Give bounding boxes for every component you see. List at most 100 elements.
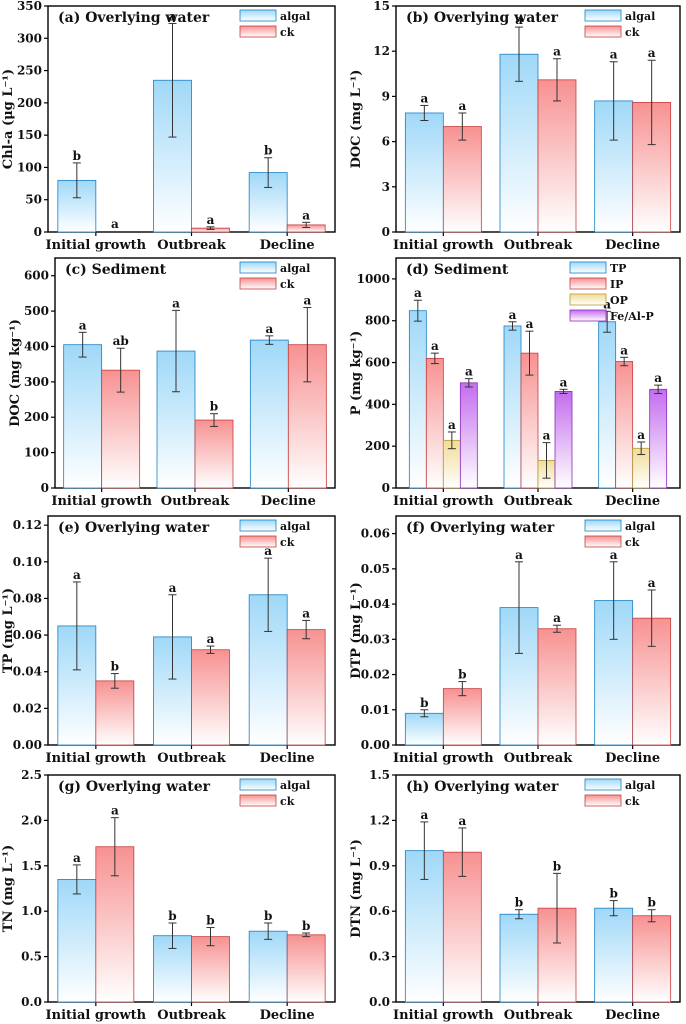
significance-label: b	[458, 668, 466, 682]
x-category-label: Decline	[605, 238, 660, 253]
significance-label: a	[560, 375, 568, 389]
y-tick-label: 0.12	[13, 518, 42, 532]
bar-algal-2	[499, 913, 539, 1003]
significance-label: a	[465, 365, 473, 379]
chart-title: (c) Sediment	[65, 262, 167, 278]
y-tick-label: 0.04	[361, 597, 390, 611]
y-tick-label: 200	[24, 410, 49, 424]
significance-label: a	[553, 45, 561, 59]
y-tick-label: 1.0	[21, 904, 42, 918]
y-tick-label: 2.0	[21, 813, 42, 827]
legend-swatch-op	[569, 293, 607, 306]
y-tick-label: 0.3	[369, 950, 390, 964]
x-category-label: Initial growth	[393, 494, 494, 509]
significance-label: b	[420, 696, 428, 710]
legend-label: algal	[280, 262, 310, 275]
significance-label: a	[169, 9, 177, 23]
x-category-label: Outbreak	[504, 238, 573, 253]
legend-swatch-algal	[239, 9, 277, 22]
bar-tp-3	[598, 321, 617, 489]
bar-tp-1	[408, 310, 427, 489]
y-tick-label: 3	[382, 180, 390, 194]
y-tick-label: 350	[17, 0, 42, 13]
significance-label: a	[169, 581, 177, 595]
chart-title: (e) Overlying water	[58, 520, 210, 536]
significance-label: a	[207, 213, 215, 227]
y-tick-label: 0	[382, 481, 390, 495]
legend-swatch-ip	[569, 277, 607, 290]
y-axis-label: TN (mg L⁻¹)	[1, 845, 16, 932]
legend-label: ck	[625, 536, 640, 549]
legend-swatch-ck	[584, 25, 622, 38]
y-tick-label: 400	[365, 397, 390, 411]
bar-ck-2	[194, 419, 234, 489]
significance-label: a	[603, 297, 611, 311]
x-category-label: Initial growth	[393, 238, 494, 253]
x-category-label: Decline	[605, 494, 660, 509]
y-tick-label: 100	[24, 446, 49, 460]
x-category-label: Decline	[260, 751, 315, 766]
bar-ck-3	[632, 915, 672, 1003]
y-tick-label: 0	[41, 481, 49, 495]
bar-algal-3	[594, 907, 634, 1003]
y-axis-label: TP (mg L⁻¹)	[1, 588, 16, 673]
legend-label: Fe/Al-P	[610, 310, 654, 323]
significance-label: b	[111, 660, 119, 674]
significance-label: a	[302, 208, 310, 222]
chart-panel-6: (f) Overlying water 0.00 0.01 0.02 0.03 0.04 0…	[349, 515, 681, 766]
chart-title: (h) Overlying water	[406, 779, 559, 795]
bar-algal-1	[404, 712, 444, 746]
chart-title: (b) Overlying water	[406, 10, 559, 26]
legend-label: algal	[625, 10, 655, 23]
x-category-label: Initial growth	[393, 1008, 494, 1023]
legend-label: algal	[625, 520, 655, 533]
y-tick-label: 150	[17, 128, 42, 142]
significance-label: a	[79, 318, 87, 332]
x-category-label: Initial growth	[51, 494, 152, 509]
y-tick-label: 100	[17, 160, 42, 174]
legend-label: IP	[610, 278, 623, 291]
bar-ck-1	[95, 680, 135, 746]
y-tick-label: 0.05	[361, 562, 390, 576]
legend-swatch-algal	[239, 519, 277, 532]
chart-panel-8: (h) Overlying water 0.0 0.3 0.6 0.9 1.2 1.5 DTN…	[349, 768, 681, 1023]
significance-label: a	[509, 308, 517, 322]
y-tick-label: 0.5	[21, 950, 42, 964]
significance-label: a	[654, 371, 662, 385]
y-tick-label: 0.02	[361, 668, 390, 682]
bar-ck-3	[286, 629, 326, 746]
y-tick-label: 0	[382, 225, 390, 239]
y-tick-label: 0.0	[21, 995, 42, 1009]
significance-label: b	[73, 149, 81, 163]
y-tick-label: 2.5	[21, 768, 42, 782]
y-tick-label: 0.08	[13, 591, 42, 605]
chart-title: (a) Overlying water	[58, 10, 210, 26]
x-category-label: Decline	[605, 751, 660, 766]
y-tick-label: 0.02	[13, 701, 42, 715]
significance-label: a	[420, 91, 428, 105]
significance-label: a	[637, 428, 645, 442]
significance-label: a	[458, 99, 466, 113]
bar-fealp-2	[554, 390, 573, 489]
bar-algal-2	[153, 79, 192, 233]
bar-algal-1	[404, 112, 444, 233]
y-tick-label: 50	[25, 193, 42, 207]
legend-swatch-ck	[584, 794, 622, 807]
significance-label: b	[210, 400, 218, 414]
y-tick-label: 0.00	[13, 738, 42, 752]
significance-label: a	[264, 544, 272, 558]
y-tick-label: 0.01	[361, 703, 390, 717]
y-tick-label: 0.00	[361, 738, 390, 752]
bar-algal-2	[499, 53, 539, 233]
y-tick-label: 500	[24, 304, 49, 318]
legend-label: ck	[625, 26, 640, 39]
bar-algal-1	[57, 879, 97, 1003]
significance-label: a	[111, 804, 119, 818]
x-category-label: Outbreak	[504, 494, 573, 509]
significance-label: a	[448, 418, 456, 432]
significance-label: b	[609, 887, 617, 901]
y-tick-label: 600	[24, 269, 49, 283]
x-category-label: Initial growth	[393, 751, 494, 766]
y-tick-label: 0.03	[361, 632, 390, 646]
